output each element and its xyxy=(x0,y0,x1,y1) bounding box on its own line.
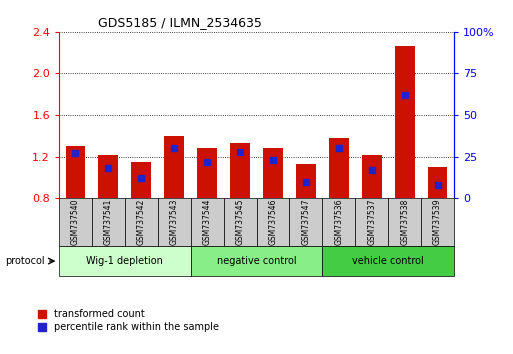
Text: GSM737538: GSM737538 xyxy=(400,199,409,245)
Bar xyxy=(92,198,125,246)
Bar xyxy=(329,138,349,198)
Bar xyxy=(322,198,355,246)
Text: negative control: negative control xyxy=(216,256,297,266)
Text: GSM737546: GSM737546 xyxy=(268,199,278,245)
Text: GSM737547: GSM737547 xyxy=(301,199,310,245)
Text: GDS5185 / ILMN_2534635: GDS5185 / ILMN_2534635 xyxy=(98,16,262,29)
Bar xyxy=(191,246,322,276)
Bar xyxy=(263,148,283,198)
Bar xyxy=(66,146,85,198)
Bar xyxy=(125,198,158,246)
Bar xyxy=(197,148,217,198)
Text: Wig-1 depletion: Wig-1 depletion xyxy=(86,256,163,266)
Bar xyxy=(131,162,151,198)
Text: GSM737545: GSM737545 xyxy=(235,199,245,245)
Text: GSM737536: GSM737536 xyxy=(334,199,343,245)
Legend: transformed count, percentile rank within the sample: transformed count, percentile rank withi… xyxy=(38,309,219,332)
Bar xyxy=(355,198,388,246)
Text: GSM737540: GSM737540 xyxy=(71,199,80,245)
Text: GSM737539: GSM737539 xyxy=(433,199,442,245)
Bar xyxy=(164,136,184,198)
Bar xyxy=(191,198,224,246)
Bar xyxy=(224,198,256,246)
Text: GSM737537: GSM737537 xyxy=(367,199,376,245)
Bar xyxy=(230,143,250,198)
Text: GSM737543: GSM737543 xyxy=(170,199,179,245)
Bar xyxy=(59,246,191,276)
Text: GSM737544: GSM737544 xyxy=(203,199,212,245)
Bar xyxy=(296,164,315,198)
Bar xyxy=(388,198,421,246)
Bar xyxy=(59,198,92,246)
Bar xyxy=(394,46,415,198)
Bar xyxy=(362,155,382,198)
Bar xyxy=(158,198,191,246)
Bar xyxy=(428,167,447,198)
Text: GSM737541: GSM737541 xyxy=(104,199,113,245)
Bar xyxy=(256,198,289,246)
Text: protocol: protocol xyxy=(5,256,45,266)
Text: GSM737542: GSM737542 xyxy=(137,199,146,245)
Bar xyxy=(421,198,454,246)
Bar xyxy=(98,155,118,198)
Bar xyxy=(289,198,322,246)
Bar xyxy=(322,246,454,276)
Text: vehicle control: vehicle control xyxy=(352,256,424,266)
